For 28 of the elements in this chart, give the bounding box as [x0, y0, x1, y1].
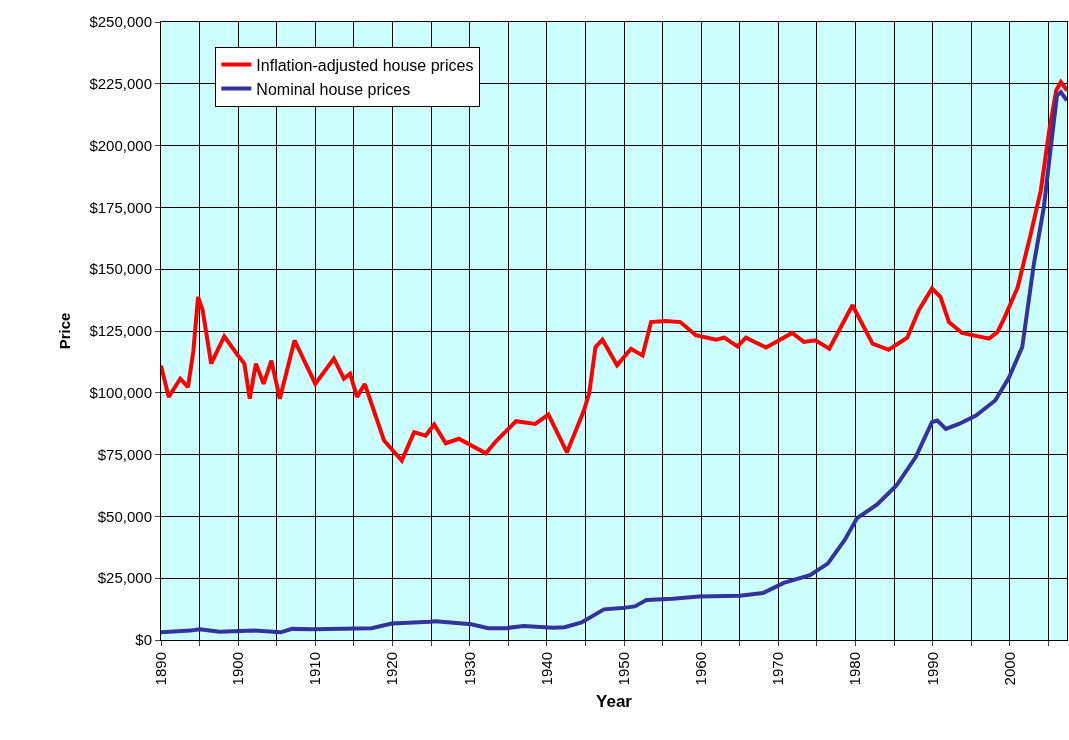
x-tick-label: 1980 — [846, 652, 864, 686]
y-tick-label: $75,000 — [97, 445, 152, 463]
x-tick-label: 1910 — [306, 652, 324, 686]
legend-label: Inflation-adjusted house prices — [256, 56, 474, 74]
y-tick-label: $125,000 — [89, 322, 152, 340]
y-tick-label: $175,000 — [89, 198, 152, 216]
y-tick-label: $25,000 — [97, 569, 152, 587]
x-axis-title: Year — [596, 691, 633, 711]
y-tick-label: $100,000 — [89, 384, 152, 402]
x-tick-label: 1920 — [383, 652, 401, 686]
y-tick-label: $250,000 — [89, 13, 152, 31]
y-axis-title: Price — [55, 312, 73, 350]
x-tick-label: 1900 — [229, 652, 247, 686]
x-tick-label: 1990 — [923, 652, 941, 686]
x-tick-label: 1890 — [151, 652, 169, 686]
legend-label: Nominal house prices — [256, 80, 411, 98]
x-tick-label: 2000 — [1000, 652, 1018, 686]
x-tick-label: 1930 — [460, 652, 478, 686]
x-tick-label: 1970 — [769, 652, 787, 686]
x-tick-label: 1960 — [692, 652, 710, 686]
y-tick-label: $225,000 — [89, 75, 152, 93]
y-tick-label: $200,000 — [89, 136, 152, 154]
x-tick-label: 1940 — [537, 652, 555, 686]
y-tick-label: $0 — [135, 631, 152, 649]
y-tick-label: $150,000 — [89, 260, 152, 278]
y-tick-label: $50,000 — [97, 507, 152, 525]
line-series — [161, 80, 1067, 463]
x-tick-label: 1950 — [614, 652, 632, 686]
